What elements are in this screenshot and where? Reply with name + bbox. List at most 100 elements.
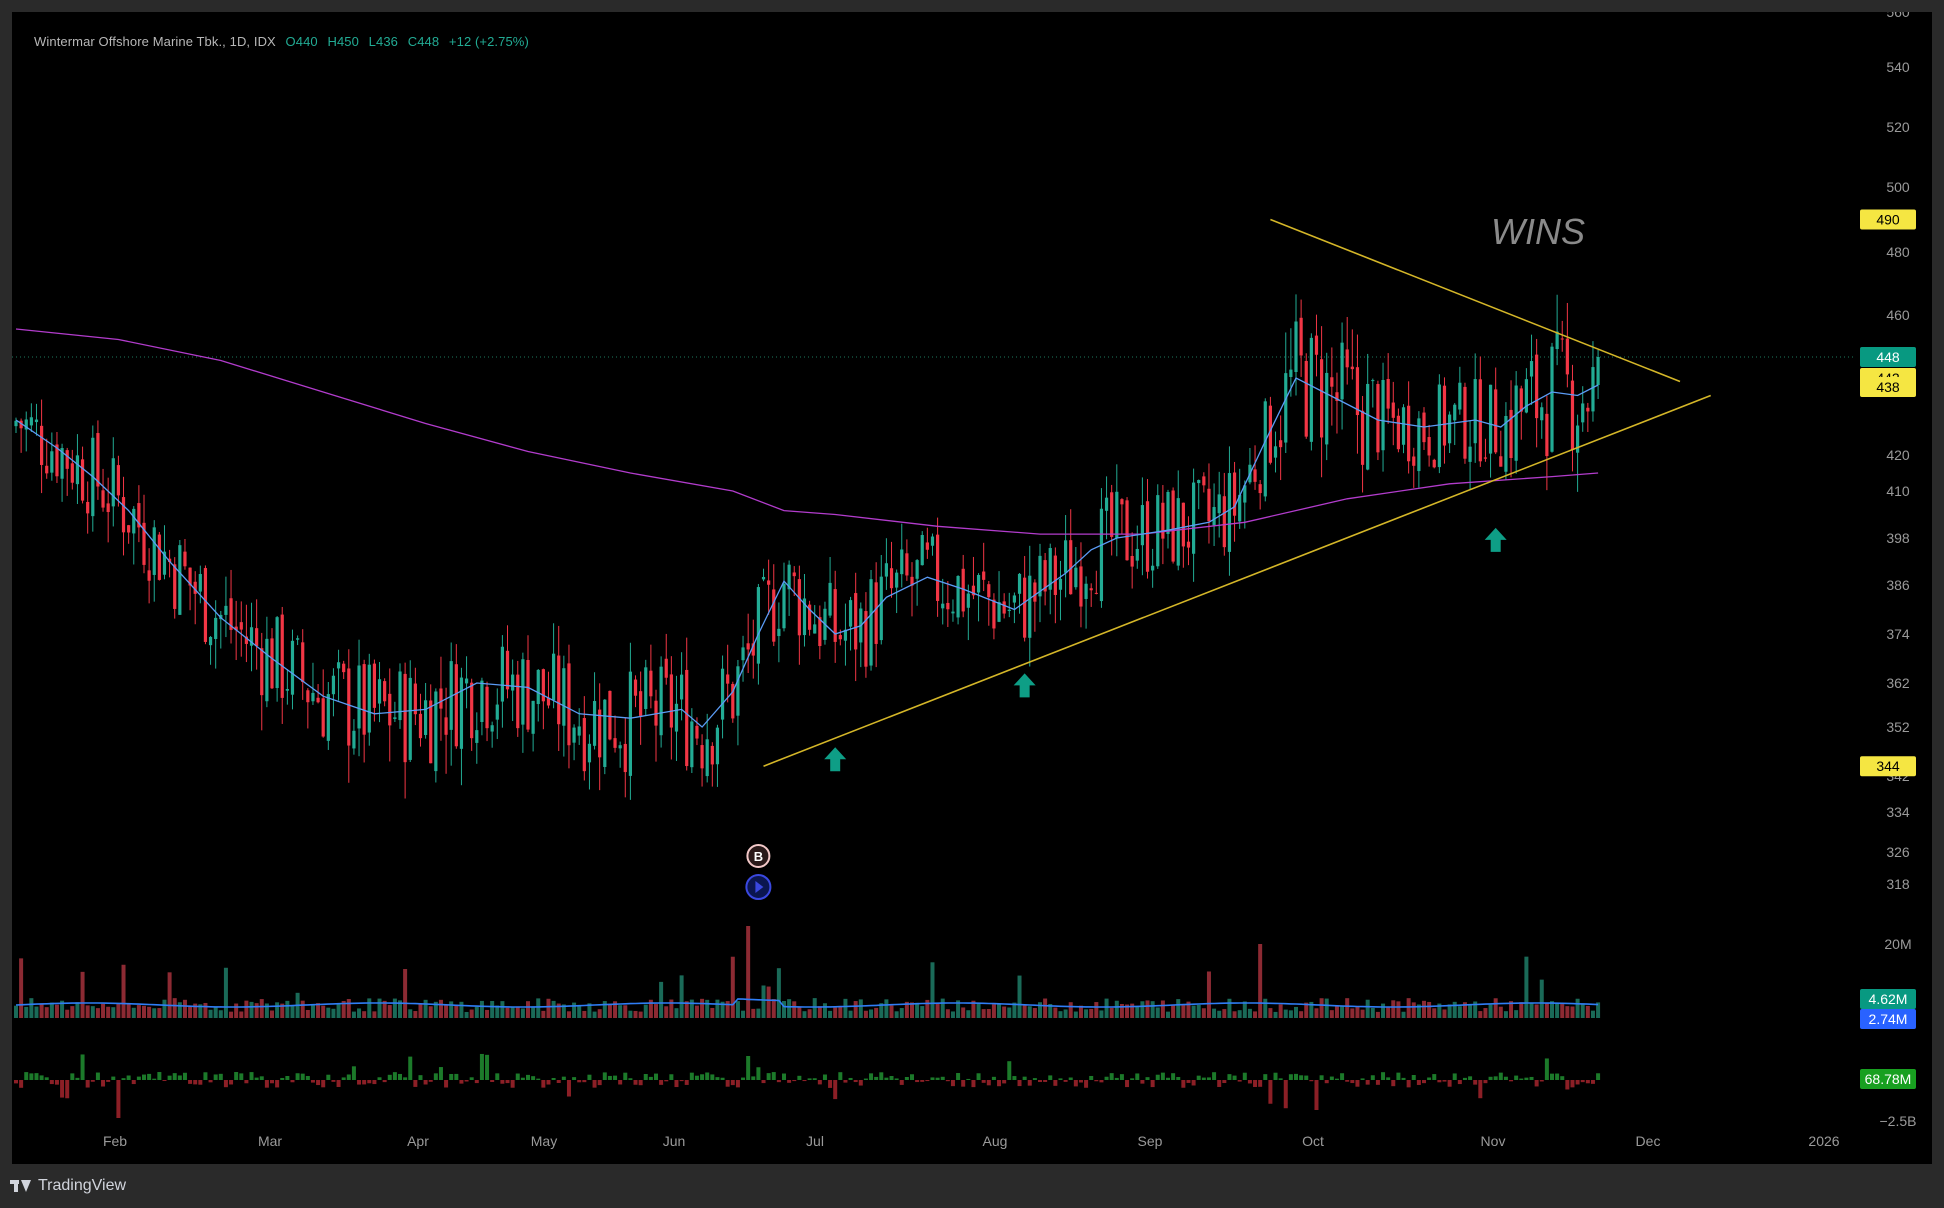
low-value: L436	[368, 34, 398, 49]
candle-body	[1371, 380, 1375, 382]
flow-bar	[1596, 1073, 1601, 1080]
price-chart[interactable]: Feb Mar Apr May Jun Jul Aug Sep Oct Nov Dec 2026 560…	[12, 12, 1932, 1164]
volume-bar	[321, 1005, 326, 1018]
candle-body	[1345, 349, 1349, 368]
candle-body	[1084, 583, 1088, 599]
flow-bar	[1329, 1076, 1334, 1080]
volume-bar	[1043, 998, 1048, 1018]
candle-body	[1053, 555, 1057, 595]
flow-bar	[275, 1080, 280, 1088]
candle-body	[741, 647, 745, 661]
flow-bar	[295, 1073, 300, 1080]
volume-bar	[899, 1008, 904, 1018]
flow-bar	[1084, 1080, 1089, 1088]
candle-body	[1033, 582, 1037, 602]
support-trendline	[763, 394, 1712, 767]
price-label: 344	[1876, 758, 1900, 774]
candle-body	[24, 419, 28, 430]
volume-bar	[106, 1006, 111, 1018]
volume-bar	[403, 969, 408, 1018]
volume-bar	[592, 1011, 597, 1018]
flow-bar	[915, 1080, 920, 1083]
candle-body	[1202, 476, 1206, 486]
candle-body	[1145, 501, 1150, 572]
candle-body	[787, 564, 791, 590]
candle-body	[838, 635, 842, 640]
flow-bar	[1094, 1080, 1099, 1082]
candle-body	[183, 551, 187, 567]
flow-bar	[925, 1080, 930, 1082]
flow-bar	[1273, 1072, 1278, 1080]
candle-body	[1463, 386, 1467, 459]
flow-bar	[1427, 1077, 1432, 1080]
volume-bar	[679, 975, 684, 1018]
candle-body	[331, 675, 336, 695]
candle-body	[157, 534, 161, 580]
candle-body	[552, 653, 556, 701]
volume-bar	[500, 1001, 505, 1018]
flow-bar	[515, 1073, 520, 1080]
flow-bar	[331, 1080, 336, 1082]
flow-bar	[49, 1080, 54, 1085]
volume-bar	[1099, 1010, 1104, 1018]
chart-frame[interactable]: Feb Mar Apr May Jun Jul Aug Sep Oct Nov Dec 2026 560…	[12, 12, 1932, 1164]
candle-body	[1442, 385, 1447, 446]
candle-body	[116, 465, 120, 496]
flow-bar	[792, 1080, 797, 1082]
volume-bar	[833, 1007, 838, 1018]
flow-bar	[1104, 1076, 1109, 1080]
volume-bar	[1150, 1001, 1155, 1018]
volume-bar	[577, 1005, 582, 1018]
candle-body	[418, 713, 423, 739]
time-tick-label: Nov	[1481, 1133, 1506, 1149]
volume-bar	[1473, 1001, 1478, 1018]
candle-body	[930, 536, 935, 546]
tradingview-logo[interactable]: TradingView	[10, 1177, 126, 1195]
volume-bar	[986, 1009, 991, 1018]
volume-bar	[746, 926, 751, 1018]
volume-bar	[60, 1000, 65, 1018]
flow-bar	[551, 1077, 556, 1080]
candle-body	[1115, 491, 1119, 539]
volume-bar	[1529, 1002, 1534, 1018]
volume-bar	[1483, 1008, 1488, 1018]
flow-bar	[741, 1077, 746, 1080]
candle-body	[224, 605, 228, 615]
volume-bar	[956, 1000, 961, 1018]
candle-body	[1007, 609, 1011, 612]
candle-body	[147, 570, 151, 581]
flow-bar	[1401, 1077, 1406, 1080]
volume-bar	[90, 1006, 95, 1018]
candle-body	[587, 743, 592, 763]
candle-body	[915, 560, 919, 579]
flow-bar	[1155, 1074, 1160, 1080]
candle-body	[239, 622, 243, 630]
flow-bar	[607, 1075, 612, 1080]
volume-bar	[515, 1006, 520, 1018]
volume-bar	[147, 1006, 152, 1018]
volume-bar	[756, 1008, 761, 1018]
flow-bar	[193, 1080, 198, 1085]
volume-bar	[44, 1007, 49, 1018]
flow-bar	[418, 1075, 423, 1080]
candle-body	[132, 508, 136, 534]
open-value: O440	[285, 34, 318, 49]
candle-body	[1079, 566, 1083, 607]
flow-bar	[423, 1080, 428, 1085]
candle-body	[577, 726, 581, 736]
volume-bar	[613, 1001, 618, 1018]
candle-body	[992, 599, 996, 629]
candle-body	[879, 576, 883, 641]
volume-bar	[1217, 1010, 1222, 1018]
flow-bar	[147, 1073, 152, 1080]
volume-bar	[863, 1010, 868, 1018]
candle-body	[408, 677, 412, 760]
candle-body	[818, 617, 822, 647]
volume-bar	[654, 1004, 658, 1018]
flow-bar	[1089, 1075, 1094, 1080]
price-tick-label: 326	[1886, 844, 1910, 860]
flow-bar	[848, 1077, 853, 1080]
flow-bar	[208, 1080, 213, 1083]
flow-bar	[1166, 1077, 1170, 1080]
candle-body	[111, 458, 115, 507]
